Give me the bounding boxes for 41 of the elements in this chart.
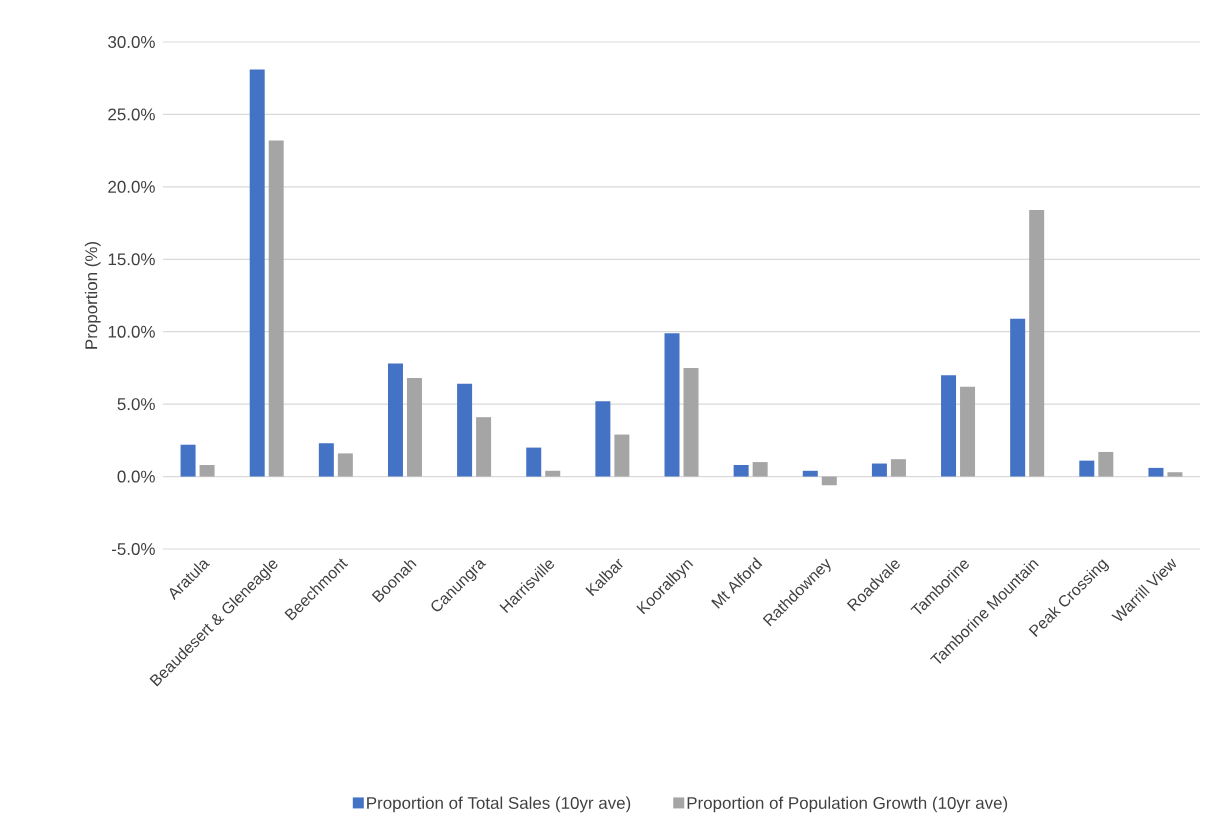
y-tick-label: 5.0%	[117, 398, 155, 411]
y-tick-label: 10.0%	[108, 325, 155, 338]
bar	[664, 333, 680, 477]
bar	[941, 375, 957, 477]
bar	[733, 464, 749, 477]
bar	[387, 363, 403, 477]
bar	[180, 444, 196, 477]
bar	[545, 470, 561, 477]
bar	[871, 463, 887, 477]
bar	[457, 383, 473, 477]
bar	[1148, 467, 1164, 477]
bar	[1029, 210, 1045, 477]
bar	[1098, 451, 1114, 477]
bar	[683, 367, 699, 477]
bar	[318, 443, 334, 477]
y-tick-label: 0.0%	[117, 470, 155, 483]
y-tick-label: 30.0%	[108, 36, 155, 48]
bar	[268, 140, 284, 477]
bar	[802, 470, 818, 477]
bar	[406, 378, 422, 477]
legend-label: Proportion of Population Growth (10yr ave)	[687, 796, 1008, 813]
bar	[1167, 472, 1183, 477]
bar	[890, 459, 906, 477]
bar	[249, 69, 265, 477]
bar	[1010, 318, 1026, 477]
y-tick-label: -5.0%	[111, 543, 155, 555]
y-tick-label: 25.0%	[108, 108, 155, 121]
y-tick-label: 20.0%	[108, 180, 155, 193]
bar	[1079, 460, 1095, 477]
bar	[821, 476, 837, 486]
bar	[752, 462, 768, 477]
bar	[614, 434, 630, 477]
bar	[526, 447, 542, 477]
bar	[595, 401, 611, 477]
bar	[476, 417, 492, 477]
bar	[337, 453, 353, 477]
bar	[199, 464, 215, 477]
y-axis-title: Proportion (%)	[84, 241, 101, 349]
legend-label: Proportion of Total Sales (10yr ave)	[367, 796, 631, 813]
bar	[960, 386, 976, 477]
y-tick-label: 15.0%	[108, 253, 155, 266]
